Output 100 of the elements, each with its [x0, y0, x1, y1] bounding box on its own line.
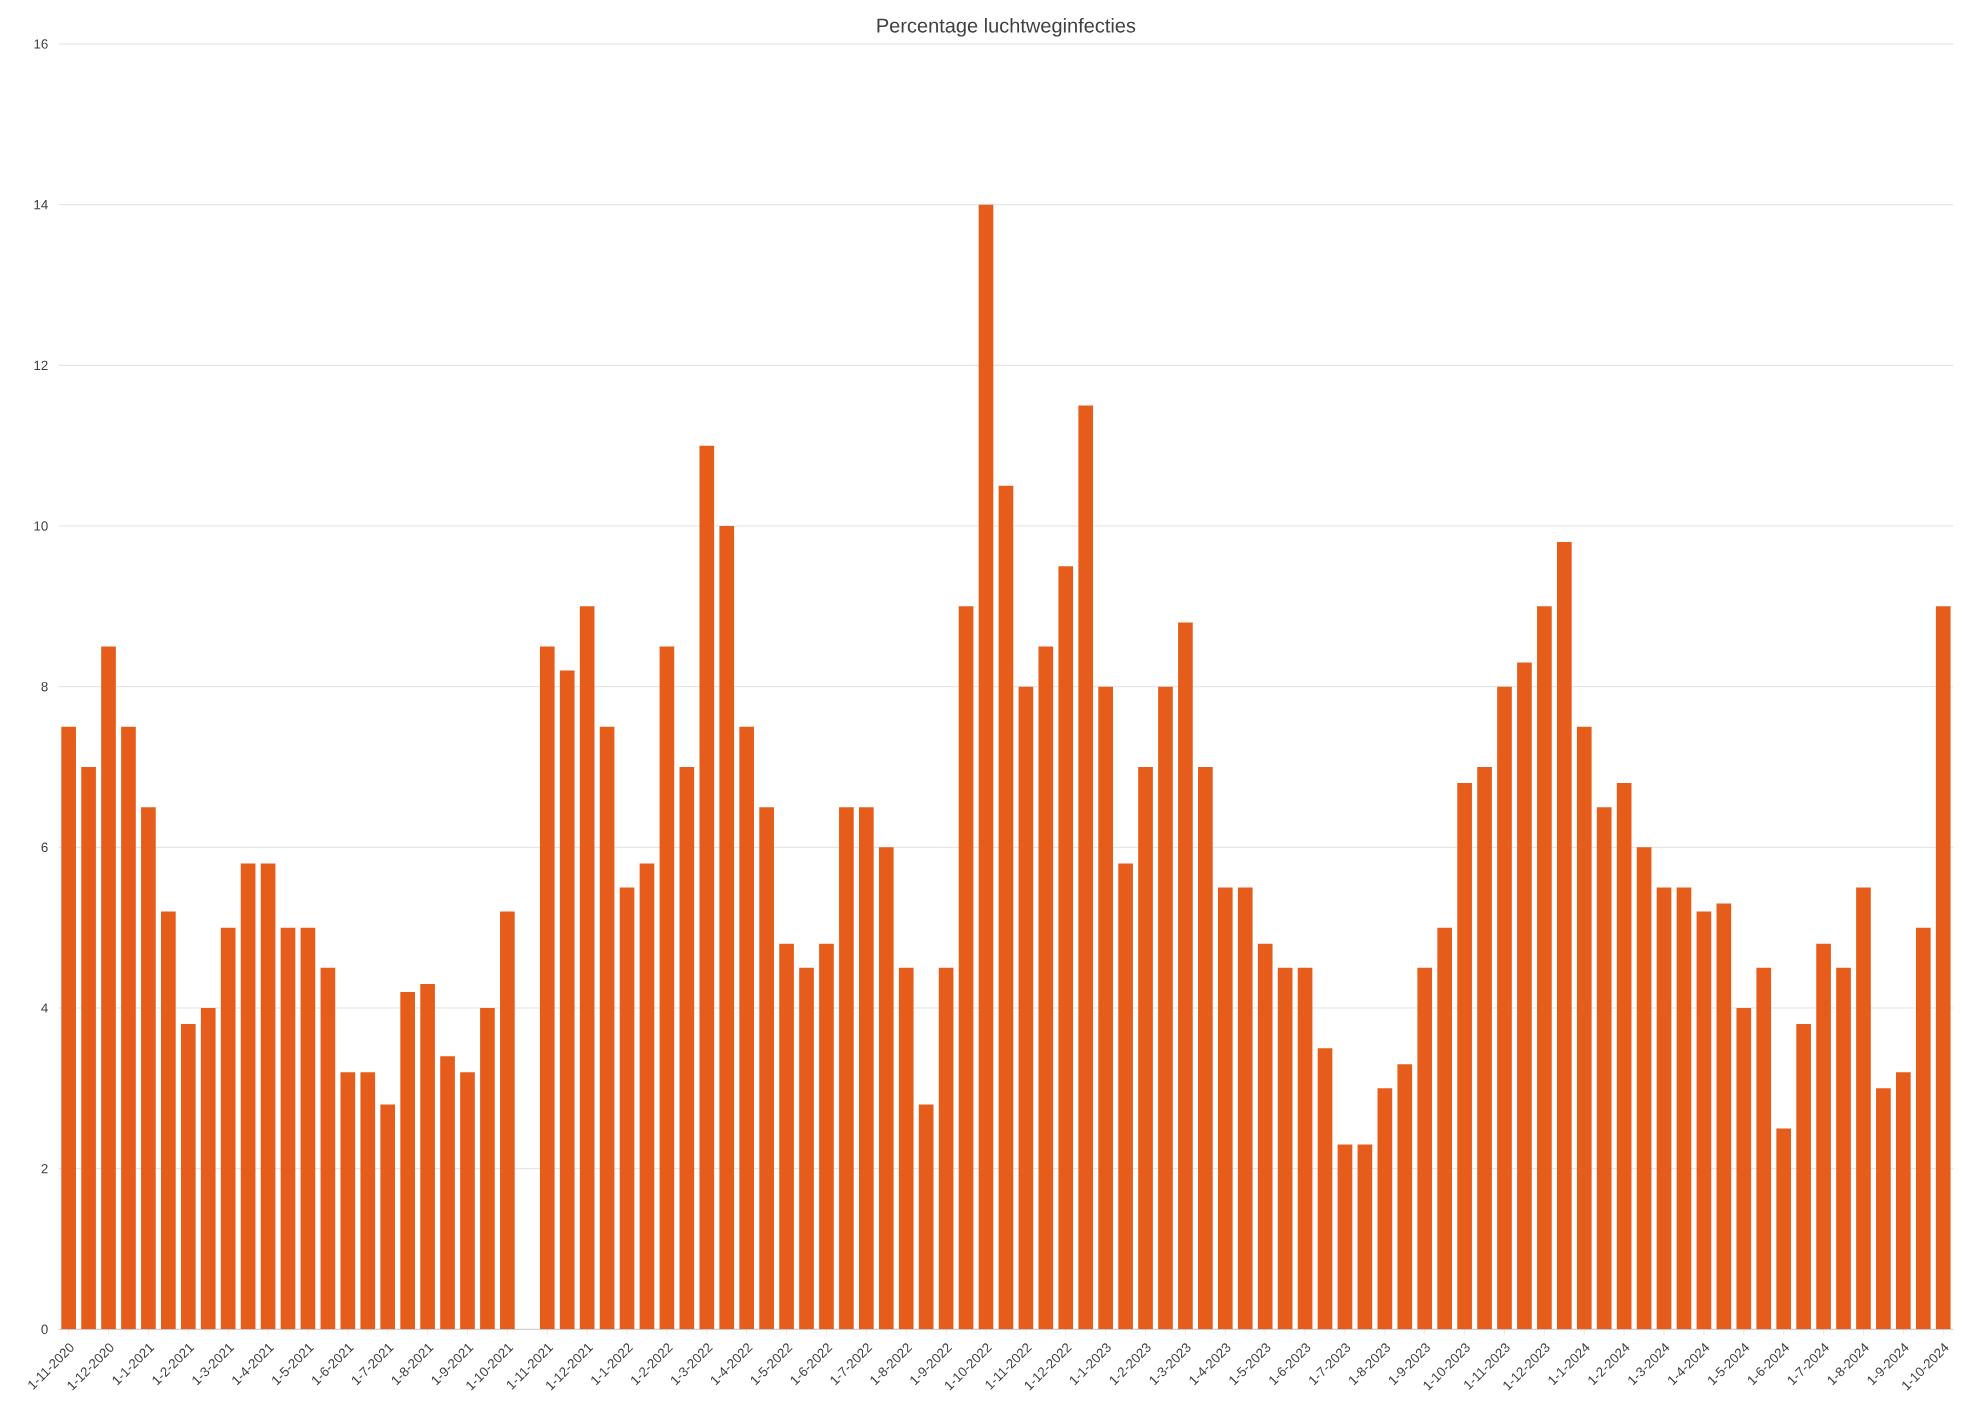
chart-title: Percentage luchtweginfecties	[877, 17, 1136, 37]
bar	[480, 1008, 495, 1330]
y-tick-label: 4	[41, 1003, 48, 1013]
bar	[1098, 686, 1113, 1330]
bar	[1656, 887, 1672, 1330]
bar	[1237, 887, 1253, 1330]
y-tick-label: 14	[34, 200, 48, 210]
bar	[1776, 1128, 1792, 1330]
bar	[1178, 622, 1193, 1330]
bar	[1377, 1088, 1393, 1330]
y-tick-label: 12	[34, 360, 48, 370]
bar	[1118, 863, 1133, 1330]
bar	[101, 646, 116, 1330]
bar	[121, 726, 136, 1330]
bar	[1317, 1048, 1333, 1330]
y-tick-label: 6	[41, 842, 48, 853]
bar	[1935, 606, 1951, 1330]
bar	[1018, 686, 1034, 1330]
bar	[898, 967, 914, 1330]
bar	[539, 646, 555, 1330]
bar	[1158, 686, 1173, 1330]
bar	[460, 1072, 475, 1330]
bar	[240, 863, 256, 1330]
bar	[1576, 726, 1592, 1330]
bar	[799, 967, 814, 1330]
bar	[1676, 887, 1692, 1330]
bar	[1636, 847, 1652, 1330]
bar	[918, 1104, 934, 1330]
bar	[1337, 1144, 1353, 1330]
bar	[420, 983, 435, 1330]
bar	[599, 726, 615, 1330]
bar	[400, 991, 415, 1330]
bar	[1297, 967, 1313, 1330]
bar	[1437, 927, 1453, 1330]
bar	[1277, 967, 1293, 1330]
bar	[1257, 943, 1273, 1330]
bar	[859, 807, 874, 1330]
bar	[220, 927, 236, 1330]
bar	[1038, 646, 1054, 1330]
bar	[1856, 887, 1871, 1330]
bar	[61, 726, 76, 1330]
bar	[1876, 1088, 1891, 1330]
bar	[559, 670, 575, 1330]
bar	[1596, 807, 1612, 1330]
bar	[659, 646, 675, 1330]
bar	[739, 726, 755, 1330]
bar	[340, 1072, 356, 1330]
bar	[280, 927, 296, 1330]
bar	[1357, 1144, 1373, 1330]
bar	[579, 606, 595, 1330]
bar	[1796, 1024, 1811, 1330]
bar	[1058, 566, 1074, 1330]
bar	[978, 204, 994, 1330]
bar	[1138, 766, 1153, 1330]
bar	[1915, 927, 1931, 1330]
bar	[1477, 766, 1492, 1330]
bar	[1836, 967, 1851, 1330]
bar	[1696, 911, 1712, 1330]
bar	[839, 807, 854, 1330]
bar	[1816, 943, 1831, 1330]
bar	[679, 766, 695, 1330]
bar	[1716, 903, 1732, 1330]
bar	[81, 766, 96, 1330]
bar	[320, 967, 336, 1330]
bar	[500, 911, 515, 1330]
bar	[819, 943, 834, 1330]
bar	[779, 943, 794, 1330]
bar	[360, 1072, 376, 1330]
bar	[719, 525, 735, 1330]
bar	[1497, 686, 1512, 1330]
bar	[1397, 1064, 1413, 1330]
bar	[998, 485, 1014, 1330]
y-tick-label: 0	[41, 1324, 48, 1335]
bar	[878, 847, 894, 1330]
bar	[1198, 766, 1213, 1330]
y-tick-label: 2	[41, 1164, 48, 1174]
bar	[699, 445, 715, 1330]
bar	[938, 967, 954, 1330]
bar	[1616, 783, 1632, 1330]
bar	[141, 807, 156, 1330]
bar	[200, 1008, 216, 1330]
bar	[300, 927, 316, 1330]
bar	[958, 606, 974, 1330]
bar	[380, 1104, 396, 1330]
y-tick-label: 8	[41, 681, 48, 692]
bar	[1417, 967, 1433, 1330]
y-tick-label: 10	[34, 521, 48, 531]
bar	[1217, 887, 1233, 1330]
bar	[1896, 1072, 1911, 1330]
bar	[639, 863, 655, 1330]
bar	[1736, 1008, 1752, 1330]
bar	[440, 1056, 455, 1330]
bar	[1537, 606, 1552, 1330]
y-tick-label: 16	[34, 39, 48, 49]
bar	[619, 887, 635, 1330]
bar	[1078, 405, 1094, 1330]
bar	[1556, 542, 1572, 1330]
bar	[759, 807, 774, 1330]
bar	[1756, 967, 1772, 1330]
bar	[1517, 662, 1532, 1330]
